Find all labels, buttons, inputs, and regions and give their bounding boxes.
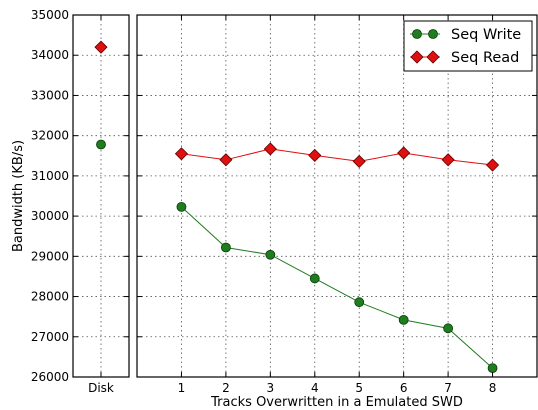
x-tick-label: 5: [355, 381, 363, 395]
series-layer: [94, 40, 500, 374]
seq-read-point: [219, 153, 233, 167]
y-tick-label: 33000: [31, 88, 69, 102]
seq-read-point: [485, 158, 500, 172]
legend: Seq Write Seq Read: [403, 20, 533, 72]
y-axis-label: Bandwidth (KB/s): [11, 140, 26, 252]
y-tick-label: 32000: [31, 129, 69, 143]
axis-ticks: 26000 27000 28000 29000 30000 31000 32000 33000…: [31, 8, 537, 395]
seq-read-point: [263, 142, 277, 156]
disk-seq-read-point: [94, 40, 108, 54]
y-tick-label: 35000: [31, 8, 69, 22]
y-tick-label: 28000: [31, 290, 69, 304]
seq-write-point: [176, 201, 187, 212]
x-axis-label: Tracks Overwritten in a Emulated SWD: [210, 395, 463, 410]
seq-read-point: [174, 147, 189, 161]
seq-read-point: [352, 154, 366, 168]
seq-write-point: [398, 314, 409, 325]
y-tick-label: 34000: [31, 48, 69, 62]
seq-write-point: [487, 363, 498, 374]
x-tick-label-disk: Disk: [88, 381, 114, 395]
y-tick-label: 26000: [31, 370, 69, 384]
x-tick-label: 8: [489, 381, 497, 395]
x-tick-label: 7: [444, 381, 452, 395]
legend-write-marker: [412, 29, 422, 39]
disk-seq-write-point: [96, 139, 106, 150]
seq-read-point: [397, 146, 411, 160]
seq-write-point: [309, 273, 320, 284]
legend-write-marker: [428, 29, 438, 39]
x-tick-label: 6: [400, 381, 408, 395]
legend-read-label: Seq Read: [451, 50, 519, 66]
seq-write-point: [354, 297, 365, 308]
seq-write-point: [443, 323, 454, 334]
legend-read-marker: [426, 50, 440, 64]
y-tick-label: 29000: [31, 249, 69, 263]
seq-read-point: [308, 148, 322, 162]
seq-read-line: [181, 148, 493, 166]
seq-write-line: [181, 206, 493, 369]
x-tick-label: 1: [178, 381, 186, 395]
legend-write-label: Seq Write: [451, 27, 521, 43]
y-tick-label: 27000: [31, 330, 69, 344]
swd-panel-frame: [136, 14, 538, 378]
y-tick-label: 31000: [31, 169, 69, 183]
seq-read-point: [441, 153, 455, 167]
legend-box: [403, 20, 533, 72]
seq-write-point: [220, 242, 231, 253]
x-tick-label: 3: [267, 381, 275, 395]
y-tick-label: 30000: [31, 209, 69, 223]
x-tick-label: 2: [222, 381, 230, 395]
x-tick-label: 4: [311, 381, 319, 395]
legend-read-marker: [410, 50, 424, 64]
seq-write-point: [265, 249, 276, 260]
